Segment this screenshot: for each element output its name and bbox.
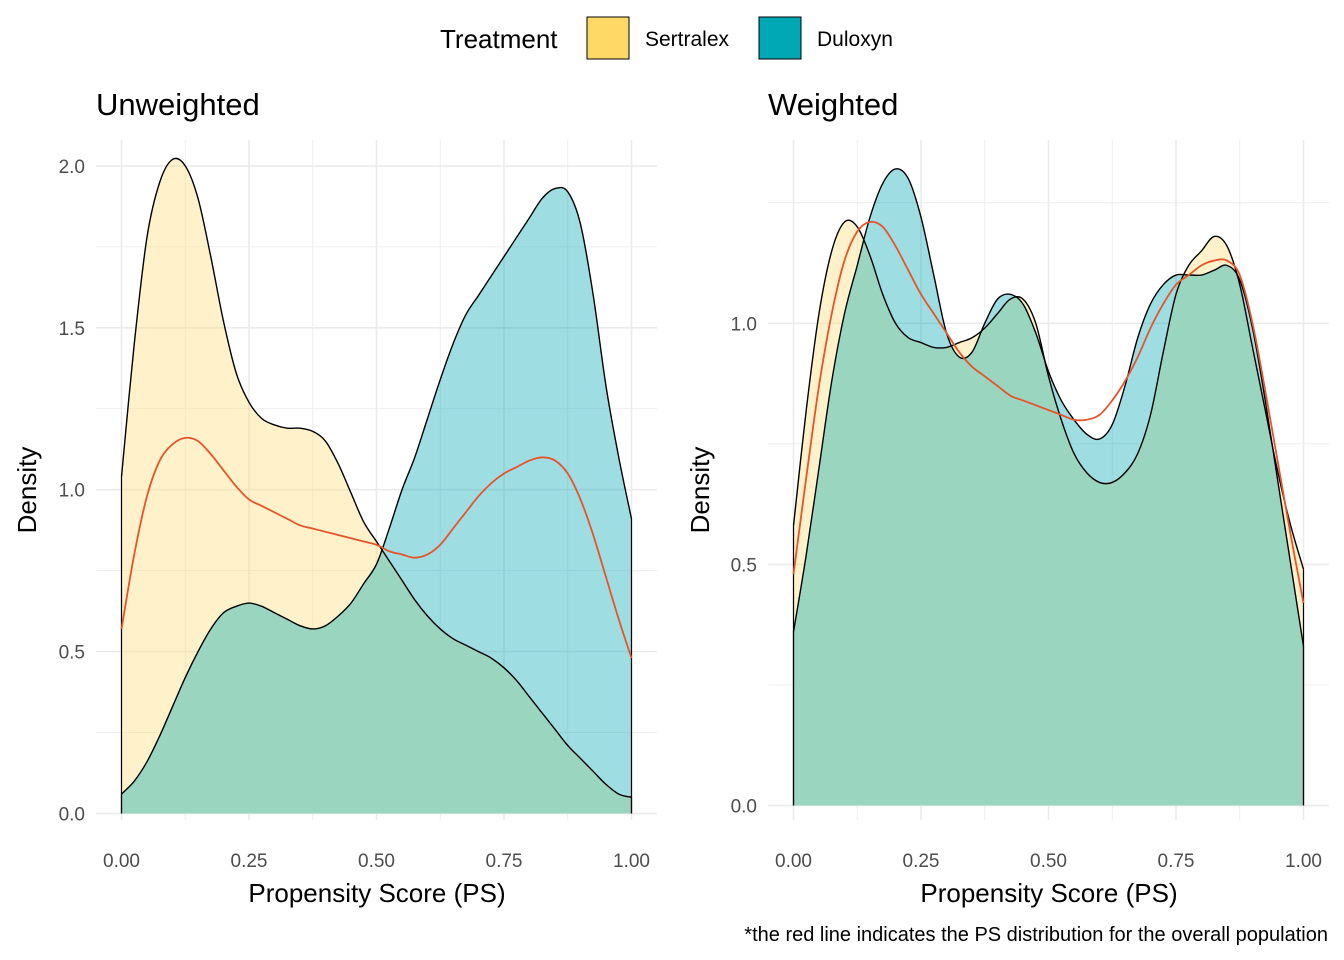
panel-title-weighted: Weighted xyxy=(768,87,898,122)
areas-weighted xyxy=(793,168,1304,806)
y-tick-label: 0.0 xyxy=(59,805,85,826)
y-tick-label: 0.5 xyxy=(59,643,85,664)
panel-unweighted: Unweighted 0.00 0.25 0.50 0.75 1.00 0.0 0.5 1.… xyxy=(12,87,657,908)
y-tick-label: 0.5 xyxy=(731,555,757,576)
y-tick-label: 0.0 xyxy=(731,797,757,818)
x-tick-label: 1.00 xyxy=(613,851,650,872)
y-tick-label: 1.0 xyxy=(731,314,757,335)
y-axis-title-unweighted: Density xyxy=(12,447,42,534)
y-axis-title-weighted: Density xyxy=(685,447,715,534)
line-sertralex xyxy=(792,219,1305,570)
legend: Treatment Sertralex Duloxyn xyxy=(440,16,893,60)
x-tick-label: 0.25 xyxy=(231,851,268,872)
legend-key-duloxyn xyxy=(758,16,802,60)
x-tick-label: 0.75 xyxy=(1158,851,1195,872)
x-tick-label: 0.75 xyxy=(486,851,523,872)
x-axis-title-unweighted: Propensity Score (PS) xyxy=(248,878,505,908)
x-axis-title-weighted: Propensity Score (PS) xyxy=(920,878,1177,908)
y-ticks-weighted: 0.0 0.5 1.0 xyxy=(731,314,757,817)
x-tick-label: 0.50 xyxy=(1030,851,1067,872)
line-overall xyxy=(120,436,633,659)
panel-weighted: Weighted 0.00 0.25 0.50 0.75 1.00 0.00.51.0 … xyxy=(685,87,1329,908)
lines-weighted xyxy=(792,168,1305,806)
y-tick-label: 2.0 xyxy=(59,157,85,178)
x-ticks-unweighted: 0.00 0.25 0.50 0.75 1.00 xyxy=(103,851,650,872)
x-tick-label: 0.50 xyxy=(358,851,395,872)
x-ticks-weighted: 0.00 0.25 0.50 0.75 1.00 xyxy=(775,851,1322,872)
y-tick-label: 1.0 xyxy=(59,481,85,502)
legend-label-duloxyn: Duloxyn xyxy=(817,28,893,51)
y-tick-label: 1.5 xyxy=(59,319,85,340)
caption: *the red line indicates the PS distribut… xyxy=(744,924,1328,946)
areas-unweighted xyxy=(121,158,632,814)
y-ticks-unweighted: 0.0 0.5 1.0 1.5 2.0 xyxy=(59,157,85,826)
line-overall xyxy=(792,220,1305,604)
legend-key-sertralex xyxy=(586,16,630,60)
line-sertralex xyxy=(120,157,632,799)
area-overlap xyxy=(793,253,1304,806)
x-tick-label: 1.00 xyxy=(1285,851,1322,872)
line-duloxyn xyxy=(121,186,633,795)
area-overlap xyxy=(121,559,632,814)
lines-unweighted xyxy=(120,157,633,814)
x-tick-label: 0.00 xyxy=(775,851,812,872)
panel-title-unweighted: Unweighted xyxy=(96,87,260,122)
legend-title: Treatment xyxy=(440,24,558,54)
legend-label-sertralex: Sertralex xyxy=(645,28,730,51)
x-tick-label: 0.00 xyxy=(103,851,140,872)
x-tick-label: 0.25 xyxy=(903,851,940,872)
line-duloxyn xyxy=(792,168,1305,647)
